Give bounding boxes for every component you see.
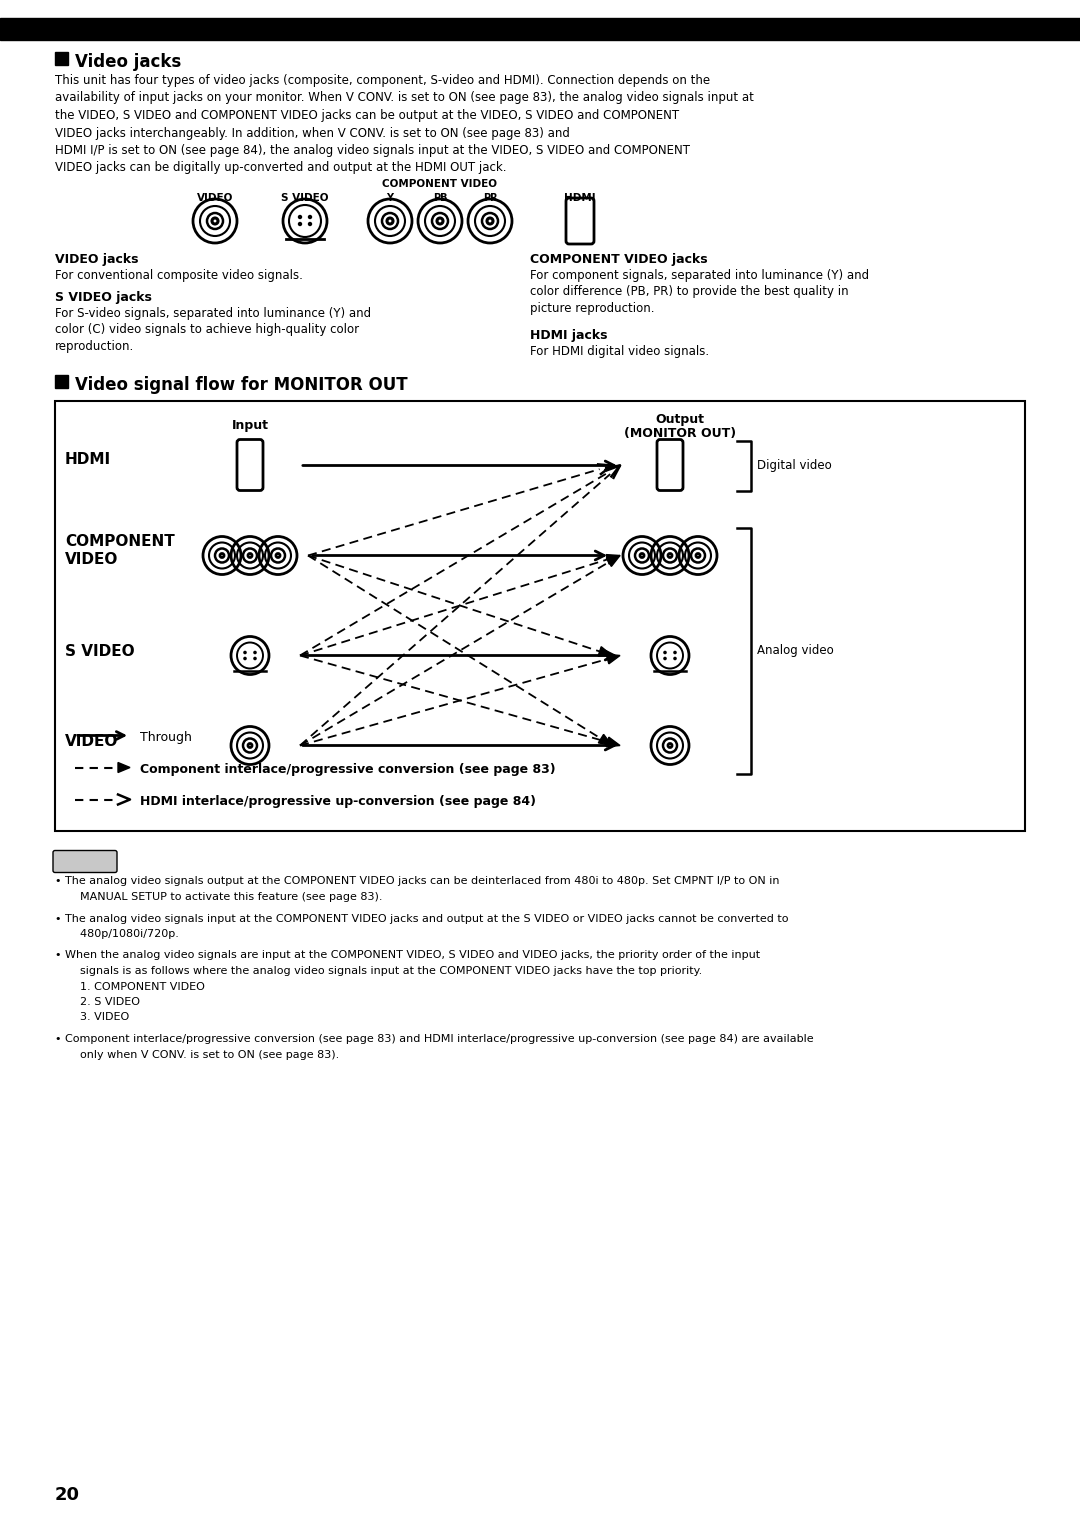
Bar bbox=[55, 52, 68, 66]
Text: Video jacks: Video jacks bbox=[75, 53, 181, 72]
Polygon shape bbox=[606, 737, 620, 746]
Circle shape bbox=[663, 656, 666, 661]
Text: CONNECTIONS: CONNECTIONS bbox=[55, 21, 139, 32]
Bar bbox=[55, 400, 1025, 830]
Text: For component signals, separated into luminance (Y) and: For component signals, separated into lu… bbox=[530, 269, 869, 282]
Polygon shape bbox=[606, 655, 620, 664]
Text: HDMI interlace/progressive up-conversion (see page 84): HDMI interlace/progressive up-conversion… bbox=[140, 795, 536, 807]
Circle shape bbox=[243, 650, 247, 655]
Text: • When the analog video signals are input at the COMPONENT VIDEO, S VIDEO and VI: • When the analog video signals are inpu… bbox=[55, 951, 760, 960]
Text: Video signal flow for MONITOR OUT: Video signal flow for MONITOR OUT bbox=[75, 375, 407, 394]
Text: the VIDEO, S VIDEO and COMPONENT VIDEO jacks can be output at the VIDEO, S VIDEO: the VIDEO, S VIDEO and COMPONENT VIDEO j… bbox=[55, 108, 679, 122]
Circle shape bbox=[663, 650, 666, 655]
Text: signals is as follows where the analog video signals input at the COMPONENT VIDE: signals is as follows where the analog v… bbox=[73, 966, 702, 977]
Polygon shape bbox=[118, 763, 130, 772]
Bar bbox=[55, 374, 68, 388]
Circle shape bbox=[308, 215, 312, 220]
Text: • Component interlace/progressive conversion (see page 83) and HDMI interlace/pr: • Component interlace/progressive conver… bbox=[55, 1035, 813, 1044]
Polygon shape bbox=[598, 647, 612, 656]
Text: Input: Input bbox=[231, 418, 269, 432]
Text: • The analog video signals output at the COMPONENT VIDEO jacks can be deinterlac: • The analog video signals output at the… bbox=[55, 876, 780, 887]
Text: 1. COMPONENT VIDEO: 1. COMPONENT VIDEO bbox=[73, 981, 205, 992]
Text: COMPONENT VIDEO jacks: COMPONENT VIDEO jacks bbox=[530, 253, 707, 266]
Text: HDMI: HDMI bbox=[564, 192, 596, 203]
Text: For S-video signals, separated into luminance (Y) and: For S-video signals, separated into lumi… bbox=[55, 307, 372, 320]
Text: 20: 20 bbox=[55, 1486, 80, 1505]
Circle shape bbox=[298, 215, 302, 220]
Text: VIDEO jacks: VIDEO jacks bbox=[55, 253, 138, 266]
Text: color (C) video signals to achieve high-quality color: color (C) video signals to achieve high-… bbox=[55, 324, 360, 337]
Circle shape bbox=[308, 221, 312, 226]
Text: availability of input jacks on your monitor. When V CONV. is set to ON (see page: availability of input jacks on your moni… bbox=[55, 92, 754, 104]
Text: HDMI jacks: HDMI jacks bbox=[530, 330, 607, 342]
Text: Y: Y bbox=[387, 192, 393, 203]
Text: Digital video: Digital video bbox=[757, 459, 832, 472]
Text: This unit has four types of video jacks (composite, component, S-video and HDMI): This unit has four types of video jacks … bbox=[55, 73, 711, 87]
Text: 480p/1080i/720p.: 480p/1080i/720p. bbox=[73, 929, 179, 938]
Circle shape bbox=[673, 656, 677, 661]
Text: reproduction.: reproduction. bbox=[55, 340, 134, 353]
Text: Through: Through bbox=[140, 731, 192, 743]
Text: MANUAL SETUP to activate this feature (see page 83).: MANUAL SETUP to activate this feature (s… bbox=[73, 893, 382, 902]
Text: COMPONENT
VIDEO: COMPONENT VIDEO bbox=[65, 534, 175, 568]
Text: HDMI I/P is set to ON (see page 84), the analog video signals input at the VIDEO: HDMI I/P is set to ON (see page 84), the… bbox=[55, 143, 690, 157]
Text: COMPONENT VIDEO: COMPONENT VIDEO bbox=[382, 179, 498, 189]
Text: 3. VIDEO: 3. VIDEO bbox=[73, 1012, 130, 1022]
Text: For HDMI digital video signals.: For HDMI digital video signals. bbox=[530, 345, 710, 359]
Text: Output
(MONITOR OUT): Output (MONITOR OUT) bbox=[624, 412, 737, 441]
Circle shape bbox=[253, 650, 257, 655]
Text: VIDEO: VIDEO bbox=[197, 192, 233, 203]
Circle shape bbox=[253, 656, 257, 661]
Text: PR: PR bbox=[483, 192, 497, 203]
Text: • The analog video signals input at the COMPONENT VIDEO jacks and output at the : • The analog video signals input at the … bbox=[55, 914, 788, 923]
Circle shape bbox=[243, 656, 247, 661]
Text: Analog video: Analog video bbox=[757, 644, 834, 658]
Text: picture reproduction.: picture reproduction. bbox=[530, 302, 654, 314]
Text: HDMI: HDMI bbox=[65, 452, 111, 467]
Polygon shape bbox=[606, 554, 620, 565]
Text: S VIDEO jacks: S VIDEO jacks bbox=[55, 291, 152, 304]
Text: For conventional composite video signals.: For conventional composite video signals… bbox=[55, 269, 302, 282]
Text: Component interlace/progressive conversion (see page 83): Component interlace/progressive conversi… bbox=[140, 763, 555, 775]
Text: Notes: Notes bbox=[66, 855, 105, 867]
Text: VIDEO: VIDEO bbox=[65, 734, 119, 749]
Text: 2. S VIDEO: 2. S VIDEO bbox=[73, 996, 140, 1007]
Circle shape bbox=[298, 221, 302, 226]
Text: PB: PB bbox=[433, 192, 447, 203]
Text: VIDEO jacks can be digitally up-converted and output at the HDMI OUT jack.: VIDEO jacks can be digitally up-converte… bbox=[55, 162, 507, 174]
Text: VIDEO jacks interchangeably. In addition, when V CONV. is set to ON (see page 83: VIDEO jacks interchangeably. In addition… bbox=[55, 127, 570, 139]
Text: S VIDEO: S VIDEO bbox=[281, 192, 328, 203]
Polygon shape bbox=[598, 734, 612, 746]
Bar bbox=[0, 18, 1080, 40]
Text: only when V CONV. is set to ON (see page 83).: only when V CONV. is set to ON (see page… bbox=[73, 1050, 339, 1059]
Text: color difference (PB, PR) to provide the best quality in: color difference (PB, PR) to provide the… bbox=[530, 285, 849, 299]
Polygon shape bbox=[606, 555, 620, 566]
Text: S VIDEO: S VIDEO bbox=[65, 644, 135, 659]
Circle shape bbox=[673, 650, 677, 655]
FancyBboxPatch shape bbox=[53, 850, 117, 873]
